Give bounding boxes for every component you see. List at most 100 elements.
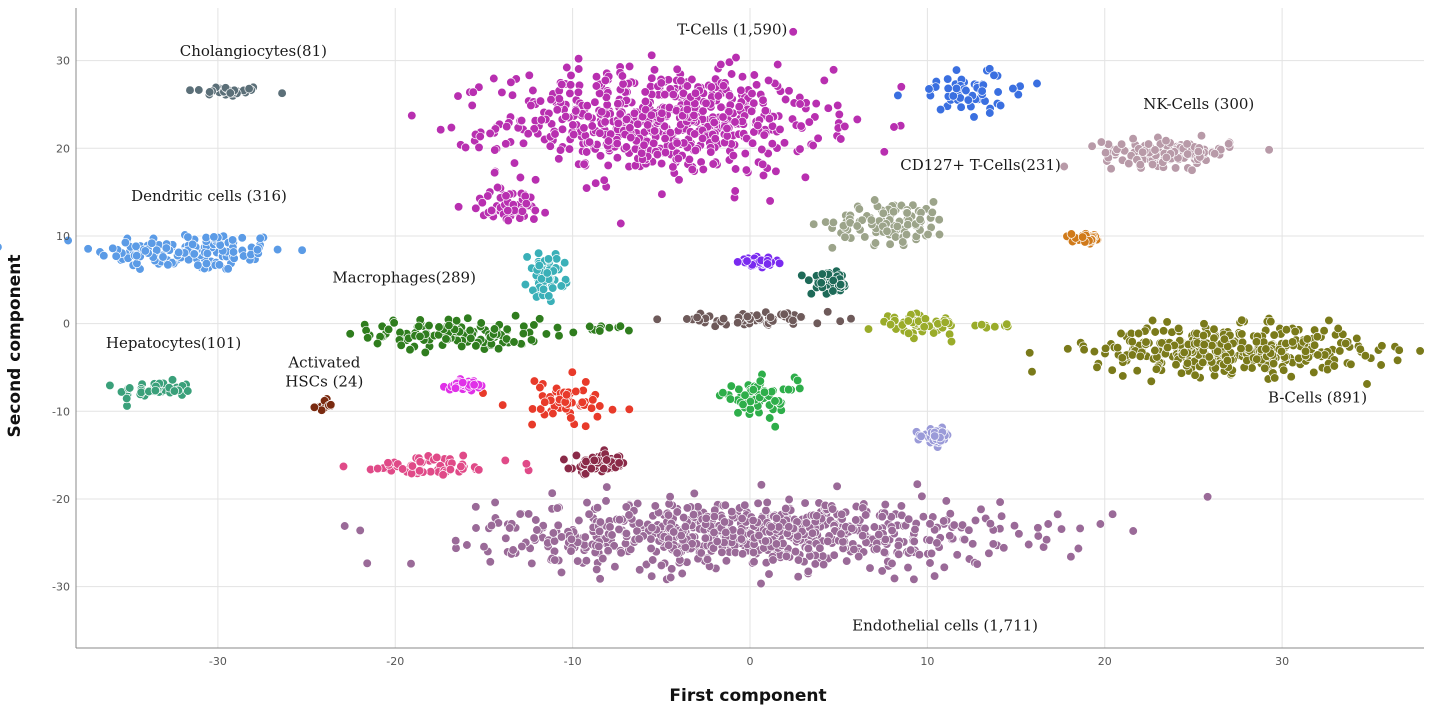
data-point <box>462 540 472 550</box>
data-point <box>1190 370 1200 380</box>
data-point <box>1095 519 1106 529</box>
data-point <box>828 65 839 75</box>
data-point <box>647 523 657 533</box>
data-point <box>600 75 611 86</box>
data-point <box>458 450 468 461</box>
data-point <box>424 320 434 331</box>
data-point <box>624 510 634 520</box>
data-point <box>712 536 722 547</box>
data-point <box>1170 163 1181 173</box>
data-point <box>520 279 531 290</box>
data-point <box>701 98 711 108</box>
data-point <box>663 540 674 550</box>
data-point <box>548 408 558 419</box>
data-point <box>1394 345 1404 355</box>
data-point <box>509 158 520 168</box>
data-point <box>1162 317 1172 327</box>
data-point <box>849 544 859 555</box>
data-point <box>485 557 495 567</box>
data-point <box>1276 346 1287 357</box>
data-point <box>828 217 839 228</box>
data-point <box>811 98 821 109</box>
data-point <box>801 518 812 528</box>
data-point <box>807 528 818 538</box>
data-point <box>1117 353 1127 363</box>
y-axis-title: Second component <box>5 255 25 438</box>
data-point <box>951 65 962 75</box>
data-point <box>99 251 109 261</box>
data-point <box>800 172 811 182</box>
data-point <box>554 94 564 104</box>
data-point <box>584 137 595 147</box>
data-point <box>649 65 660 75</box>
data-point <box>737 549 748 559</box>
data-point <box>528 85 538 96</box>
data-point <box>726 381 736 391</box>
data-point <box>1173 323 1184 334</box>
data-point <box>702 554 713 565</box>
data-point <box>533 248 544 258</box>
data-point <box>1059 161 1069 172</box>
data-point <box>779 138 790 148</box>
data-point <box>1150 327 1160 337</box>
data-point <box>1008 83 1018 94</box>
data-point <box>1279 365 1289 375</box>
data-point <box>581 147 592 157</box>
data-point <box>1077 232 1088 242</box>
data-point <box>169 386 180 396</box>
data-point <box>836 529 846 539</box>
data-point <box>405 345 415 355</box>
data-point <box>1053 509 1063 519</box>
data-point <box>567 367 577 377</box>
data-point <box>1112 343 1123 353</box>
data-point <box>727 507 737 517</box>
data-point <box>690 98 700 109</box>
data-point <box>1176 368 1187 378</box>
data-point <box>297 245 307 255</box>
data-point <box>83 244 93 254</box>
data-point <box>823 103 833 113</box>
data-point <box>1033 523 1043 533</box>
data-point <box>652 149 663 160</box>
data-point <box>1132 366 1142 376</box>
data-point <box>272 244 283 255</box>
data-point <box>614 515 625 525</box>
data-point <box>574 515 584 526</box>
data-point <box>828 275 838 286</box>
data-point <box>828 286 838 296</box>
data-point <box>530 205 540 216</box>
data-point <box>373 463 383 474</box>
data-point <box>665 128 676 138</box>
data-point <box>167 375 178 385</box>
data-point <box>600 117 610 127</box>
data-point <box>561 390 572 400</box>
data-point <box>951 83 962 94</box>
data-point <box>556 281 566 291</box>
data-point <box>945 531 955 541</box>
data-point <box>993 87 1003 97</box>
data-point <box>779 309 789 319</box>
data-point <box>754 530 764 541</box>
data-point <box>914 550 925 560</box>
data-point <box>757 144 767 155</box>
data-point <box>594 526 605 537</box>
data-point <box>500 455 510 466</box>
data-point <box>656 158 667 169</box>
data-point <box>1043 519 1053 529</box>
data-point <box>829 550 839 560</box>
data-point <box>163 260 173 270</box>
data-point <box>560 258 570 268</box>
data-point <box>672 138 682 148</box>
data-point <box>821 217 831 227</box>
data-point <box>599 175 609 185</box>
data-point <box>903 220 913 230</box>
data-point <box>700 533 711 543</box>
data-point <box>598 553 608 564</box>
data-point <box>903 562 913 573</box>
data-point <box>529 320 539 330</box>
data-point <box>552 105 562 115</box>
x-tick-label: -20 <box>386 655 404 668</box>
data-point <box>468 87 478 97</box>
data-point <box>635 565 645 575</box>
data-point <box>934 229 945 240</box>
